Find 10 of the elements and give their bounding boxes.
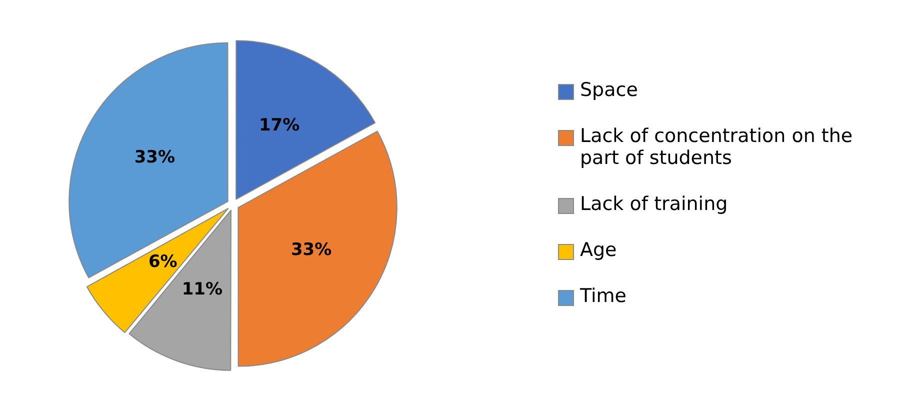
- legend-label: Age: [580, 238, 617, 260]
- legend-label: Lack of training: [580, 192, 728, 214]
- data-label: 17%: [258, 116, 300, 136]
- data-label: 6%: [148, 252, 178, 272]
- legend-label: Time: [580, 284, 626, 306]
- legend-label: Lack of concentration on the part of students: [580, 124, 854, 168]
- legend-label: Space: [580, 78, 638, 100]
- data-label: 11%: [182, 280, 223, 300]
- data-label: 33%: [134, 148, 176, 168]
- data-label: 33%: [290, 240, 332, 260]
